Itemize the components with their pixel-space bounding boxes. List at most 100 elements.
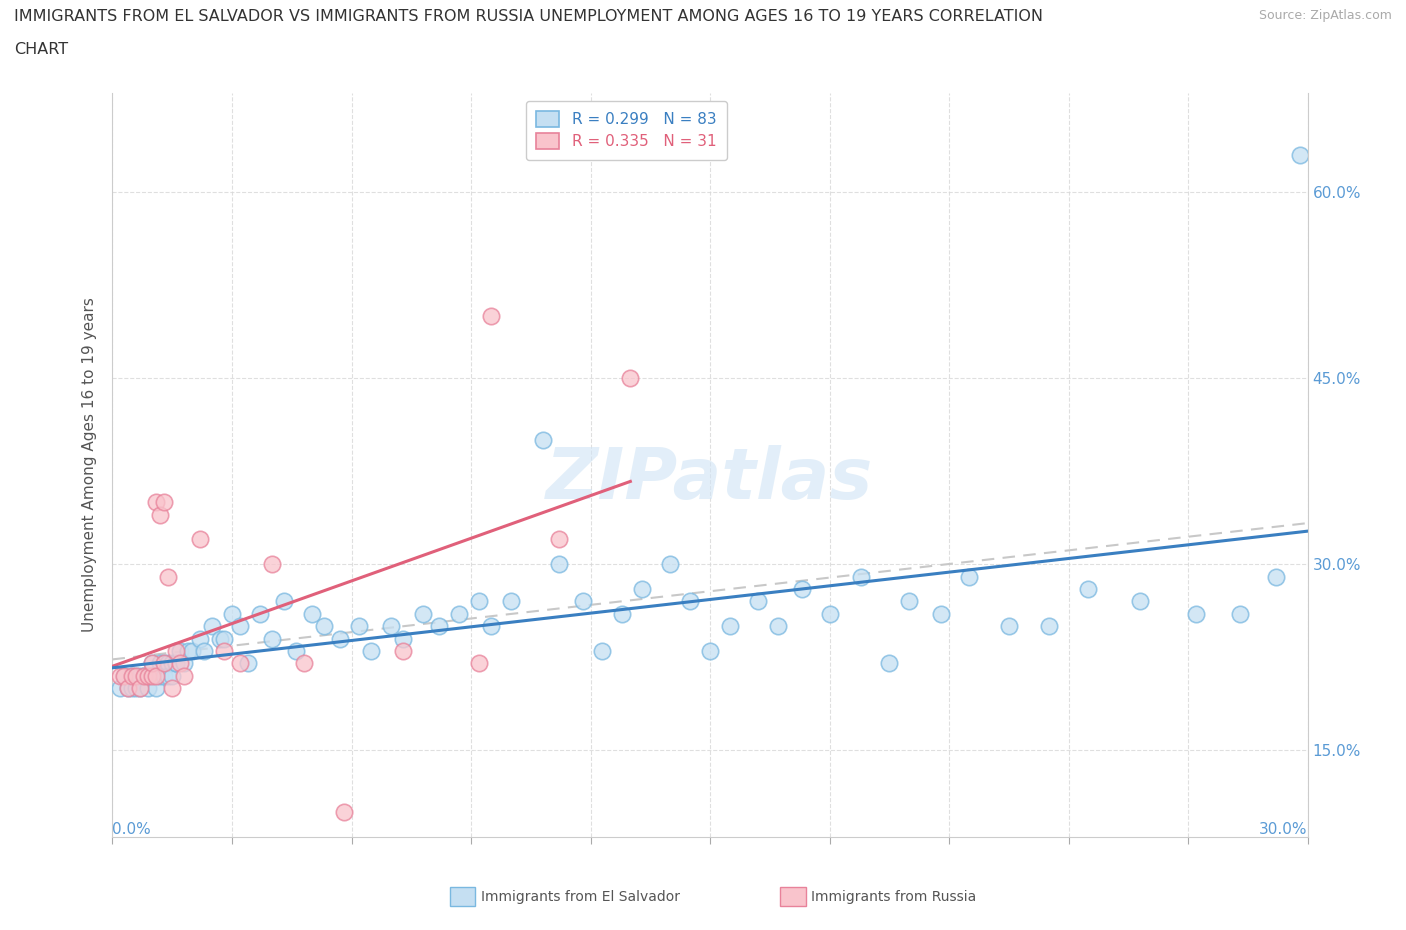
Point [1185, 606, 1208, 621]
Text: Immigrants from Russia: Immigrants from Russia [811, 889, 977, 904]
Point [898, 594, 921, 609]
Point [157, 569, 180, 584]
Point [162, 656, 183, 671]
Point [659, 557, 682, 572]
Point [851, 569, 873, 584]
Point [1229, 606, 1251, 621]
Point [1264, 569, 1286, 584]
Point [1288, 148, 1310, 163]
Point [479, 309, 502, 324]
Point [149, 507, 172, 522]
Point [138, 669, 160, 684]
Point [547, 557, 569, 572]
Point [468, 656, 491, 671]
Point [125, 669, 148, 684]
Point [449, 606, 471, 621]
Point [929, 606, 952, 621]
Text: IMMIGRANTS FROM EL SALVADOR VS IMMIGRANTS FROM RUSSIA UNEMPLOYMENT AMONG AGES 16: IMMIGRANTS FROM EL SALVADOR VS IMMIGRANT… [14, 9, 1043, 24]
Point [301, 606, 323, 621]
Point [699, 644, 721, 658]
Point [188, 532, 211, 547]
Point [153, 656, 176, 671]
Point [619, 371, 641, 386]
Point [153, 495, 176, 510]
Text: CHART: CHART [14, 42, 67, 57]
Point [879, 656, 901, 671]
Point [392, 631, 415, 646]
Point [145, 669, 167, 684]
Point [165, 656, 187, 671]
Point [141, 656, 163, 671]
Point [153, 669, 176, 684]
Text: 30.0%: 30.0% [1260, 822, 1308, 837]
Point [121, 681, 143, 696]
Point [229, 656, 252, 671]
Point [427, 618, 450, 633]
Point [169, 656, 191, 671]
Point [273, 594, 295, 609]
Point [360, 644, 382, 658]
Point [177, 644, 200, 658]
Point [117, 681, 139, 696]
Point [679, 594, 702, 609]
Point [531, 432, 554, 447]
Point [114, 669, 135, 684]
Point [212, 644, 235, 658]
Point [121, 669, 143, 684]
Point [249, 606, 271, 621]
Point [157, 669, 180, 684]
Point [957, 569, 980, 584]
Point [125, 681, 148, 696]
Text: Source: ZipAtlas.com: Source: ZipAtlas.com [1258, 9, 1392, 22]
Point [349, 618, 371, 633]
Point [165, 656, 187, 671]
Point [129, 669, 152, 684]
Point [260, 557, 283, 572]
Point [499, 594, 522, 609]
Point [169, 644, 191, 658]
Point [121, 669, 143, 684]
Point [149, 656, 172, 671]
Point [392, 644, 415, 658]
Point [1077, 581, 1099, 596]
Point [592, 644, 614, 658]
Point [141, 669, 163, 684]
Point [612, 606, 634, 621]
Point [110, 681, 132, 696]
Point [221, 606, 243, 621]
Point [145, 681, 167, 696]
Point [212, 631, 235, 646]
Point [201, 618, 224, 633]
Point [173, 669, 195, 684]
Point [312, 618, 335, 633]
Point [145, 495, 167, 510]
Legend: R = 0.299   N = 83, R = 0.335   N = 31: R = 0.299 N = 83, R = 0.335 N = 31 [526, 100, 727, 160]
Point [631, 581, 654, 596]
Point [145, 669, 167, 684]
Point [479, 618, 502, 633]
Text: 0.0%: 0.0% [112, 822, 152, 837]
Y-axis label: Unemployment Among Ages 16 to 19 years: Unemployment Among Ages 16 to 19 years [82, 298, 97, 632]
Point [149, 669, 172, 684]
Text: ZIPatlas: ZIPatlas [547, 445, 873, 514]
Point [138, 669, 160, 684]
Point [138, 681, 160, 696]
Point [162, 681, 183, 696]
Point [141, 656, 163, 671]
Point [329, 631, 352, 646]
Point [236, 656, 259, 671]
Point [134, 669, 156, 684]
Point [188, 631, 211, 646]
Point [129, 681, 152, 696]
Point [134, 669, 156, 684]
Point [718, 618, 741, 633]
Point [114, 669, 135, 684]
Point [165, 644, 187, 658]
Point [209, 631, 232, 646]
Point [260, 631, 283, 646]
Point [547, 532, 569, 547]
Point [125, 669, 148, 684]
Point [332, 804, 354, 819]
Point [229, 618, 252, 633]
Point [117, 681, 139, 696]
